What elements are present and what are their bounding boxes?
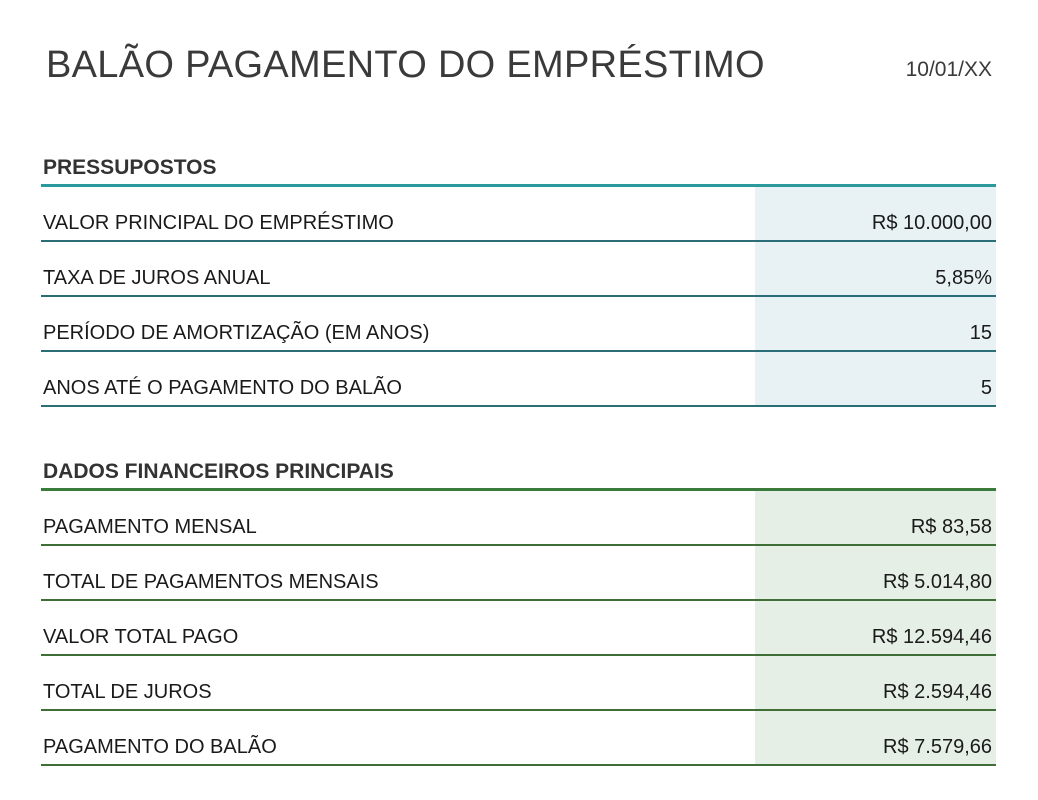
loan-principal-row: VALOR PRINCIPAL DO EMPRÉSTIMO R$ 10.000,… — [41, 187, 996, 242]
balloon-payment-row: PAGAMENTO DO BALÃO R$ 7.579,66 — [41, 711, 996, 766]
amortization-period-cell[interactable]: 15 — [755, 297, 996, 350]
row-label: VALOR PRINCIPAL DO EMPRÉSTIMO — [43, 212, 394, 234]
loan-principal-cell[interactable]: R$ 10.000,00 — [755, 187, 996, 240]
annual-interest-rate-row: TAXA DE JUROS ANUAL 5,85% — [41, 242, 996, 297]
row-label: PERÍODO DE AMORTIZAÇÃO (EM ANOS) — [43, 322, 430, 344]
key-financials-heading: DADOS FINANCEIROS PRINCIPAIS — [41, 451, 996, 491]
years-to-balloon-row: ANOS ATÉ O PAGAMENTO DO BALÃO 5 — [41, 352, 996, 407]
document-date: 10/01/XX — [905, 58, 992, 81]
total-interest-cell: R$ 2.594,46 — [755, 656, 996, 709]
total-amount-paid-row: VALOR TOTAL PAGO R$ 12.594,46 — [41, 601, 996, 656]
total-monthly-payments-row: TOTAL DE PAGAMENTOS MENSAIS R$ 5.014,80 — [41, 546, 996, 601]
total-amount-paid-cell: R$ 12.594,46 — [755, 601, 996, 654]
monthly-payment-cell: R$ 83,58 — [755, 491, 996, 544]
row-label: PAGAMENTO DO BALÃO — [43, 736, 277, 758]
monthly-payment-row: PAGAMENTO MENSAL R$ 83,58 — [41, 491, 996, 546]
page-title: BALÃO PAGAMENTO DO EMPRÉSTIMO — [46, 44, 765, 86]
total-interest-row: TOTAL DE JUROS R$ 2.594,46 — [41, 656, 996, 711]
row-label: VALOR TOTAL PAGO — [43, 626, 239, 648]
amortization-period-row: PERÍODO DE AMORTIZAÇÃO (EM ANOS) 15 — [41, 297, 996, 352]
key-financials-section: DADOS FINANCEIROS PRINCIPAIS PAGAMENTO M… — [41, 451, 996, 766]
assumptions-section: PRESSUPOSTOS VALOR PRINCIPAL DO EMPRÉSTI… — [41, 147, 996, 407]
assumptions-heading: PRESSUPOSTOS — [41, 147, 996, 187]
row-label: TOTAL DE JUROS — [43, 681, 212, 703]
row-label: TAXA DE JUROS ANUAL — [43, 267, 271, 289]
row-label: TOTAL DE PAGAMENTOS MENSAIS — [43, 571, 379, 593]
total-monthly-payments-cell: R$ 5.014,80 — [755, 546, 996, 599]
balloon-payment-cell: R$ 7.579,66 — [755, 711, 996, 764]
row-label: ANOS ATÉ O PAGAMENTO DO BALÃO — [43, 377, 402, 399]
row-label: PAGAMENTO MENSAL — [43, 516, 257, 538]
years-to-balloon-cell[interactable]: 5 — [755, 352, 996, 405]
annual-interest-rate-cell[interactable]: 5,85% — [755, 242, 996, 295]
